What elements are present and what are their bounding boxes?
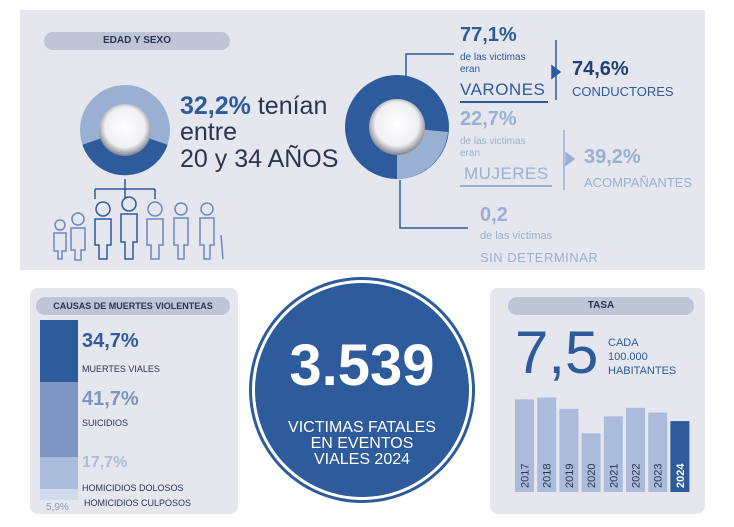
companions-pct: 39,2% [584,146,641,168]
rate-year-label-2018: 2018 [542,464,554,488]
male-sub-1: de las victimas [460,52,526,63]
cause-intentional-label: HOMICIDIOS DOLOSOS [82,483,184,493]
rate-caption-1: CADA [608,337,639,349]
cause-suicide-label: SUICIDIOS [82,418,129,428]
rate-bar-2022 [626,407,645,492]
rate-bar-chart: 2017 2018 2019 2020 2021 2022 2023 2024 [515,397,690,492]
causes-bar-suicide [40,382,78,457]
total-caption-3: VIALES 2024 [313,451,411,468]
rate-bar-2018 [537,397,557,492]
sex-donut [345,75,449,179]
rate-year-label-2021: 2021 [608,464,620,488]
cause-intentional-pct: 17,7% [82,454,128,471]
rate-year-label-2024: 2024 [675,463,687,488]
rate-year-label-2017: 2017 [520,464,532,488]
rate-bar-2020 [581,433,601,492]
age-text-3: 20 y 34 AÑOS [180,145,339,173]
causes-bar-culpable [40,489,78,500]
cause-culpable-pct: 5,9% [46,502,69,513]
cause-road-label: MUERTES VIALES [82,364,160,374]
male-label: VARONES [460,80,546,99]
total-circle [255,283,469,497]
female-sub-1: de las victimas [460,136,526,147]
rate-year-label-2022: 2022 [631,464,643,488]
drivers-pct: 74,6% [572,58,629,80]
rate-year-label-2020: 2020 [586,464,598,488]
rate-caption: CADA 100.000 HABITANTES [608,336,676,378]
rate-caption-2: 100.000 [608,351,648,363]
total-caption-1: VICTIMAS FATALES [288,419,436,436]
rate-bar-2023 [648,412,668,492]
female-label: MUJERES [464,164,549,183]
causes-stack [40,320,78,500]
total-caption: VICTIMAS FATALES EN EVENTOS VIALES 2024 [255,420,469,468]
rate-bar-2017 [515,399,534,492]
cause-suicide-pct: 41,7% [82,388,139,410]
male-underline [460,101,548,103]
causes-bar-road [40,320,78,382]
age-text-2: entre [180,118,237,146]
total-caption-2: EN EVENTOS [310,435,414,452]
male-sub-2: eran [460,64,481,75]
rate-bar-2021 [603,416,623,492]
rate-bar-2019 [559,408,579,492]
age-pct: 32,2% [180,92,251,120]
female-underline [460,185,552,187]
age-sex-header: EDAD Y SEXO [44,32,230,50]
sex-connectors [399,40,576,229]
rate-bar-2024 [670,421,690,492]
female-pct: 22,7% [460,108,517,130]
causes-bar-intentional [40,457,78,489]
drivers-label: CONDUCTORES [572,84,674,99]
age-headline: 32,2% tenían [180,92,327,121]
rate-header: TASA [508,297,694,315]
rate-value: 7,5 [515,319,599,386]
total-number: 3.539 [289,333,435,398]
cause-road-pct: 34,7% [82,330,139,352]
undetermined-pct: 0,2 [480,204,508,226]
undetermined-sub: de las victimas [480,230,553,242]
age-text-1: tenían [257,92,328,120]
undetermined-label: SIN DETERMINAR [480,250,599,265]
sex-donut-hole [369,99,425,155]
people-icons [53,179,224,261]
causes-header: CAUSAS DE MUERTES VIOLENTEAS [36,297,230,315]
age-donut-hole [99,104,151,156]
rate-year-label-2023: 2023 [653,464,665,488]
rate-caption-3: HABITANTES [608,365,677,377]
female-sub-2: eran [460,148,481,159]
age-donut [80,85,170,176]
cause-culpable-label: HOMICIDIOS CULPOSOS [84,498,192,508]
rate-year-label-2019: 2019 [564,464,576,488]
companions-label: ACOMPAÑANTES [584,175,693,190]
male-pct: 77,1% [460,24,517,46]
